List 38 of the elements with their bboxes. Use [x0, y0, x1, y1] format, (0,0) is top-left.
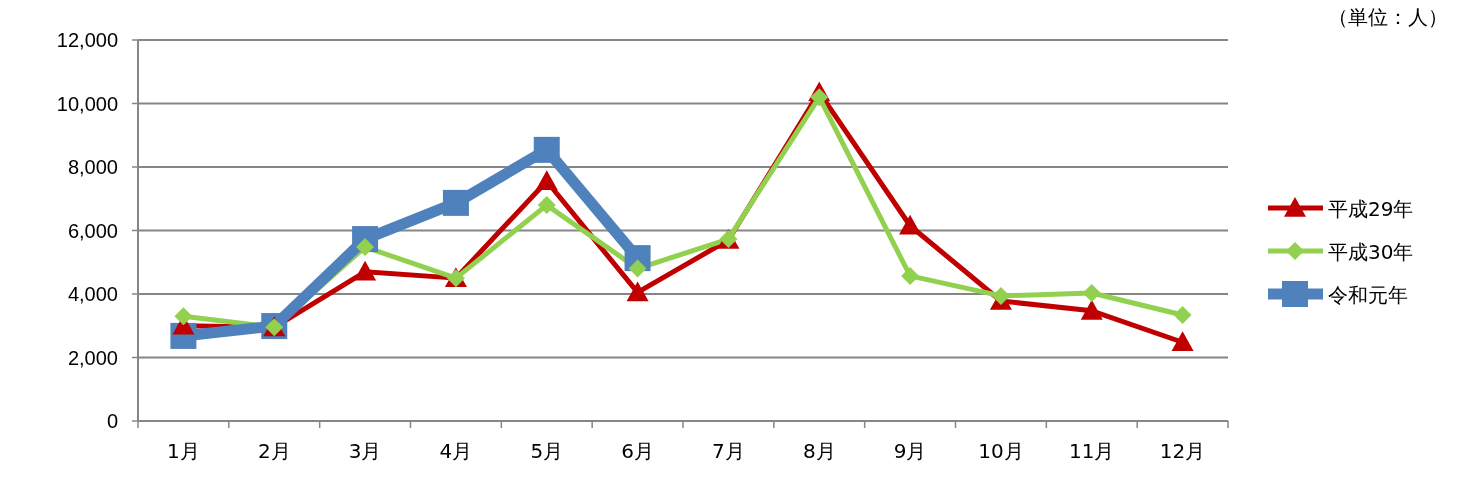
y-tick-label: 12,000 [56, 29, 118, 51]
x-tick-label: 5月 [530, 439, 564, 463]
point [899, 214, 922, 235]
point [628, 259, 647, 278]
x-tick-label: 6月 [621, 439, 654, 463]
x-tick-label: 9月 [893, 439, 927, 463]
point [810, 88, 829, 107]
point [991, 286, 1010, 305]
point [535, 170, 558, 191]
point [354, 260, 377, 281]
y-tick-label: 10,000 [56, 92, 118, 115]
x-tick-label: 11月 [1069, 439, 1115, 463]
y-tick-label: 2,000 [67, 346, 118, 369]
point [533, 136, 560, 163]
x-tick-label: 7月 [712, 439, 745, 463]
legend-label: 平成29年 [1328, 197, 1414, 221]
text: （単位：人） [1328, 5, 1448, 29]
point [537, 196, 556, 215]
x-tick-label: 8月 [802, 439, 836, 463]
x-tick-label: 10月 [978, 439, 1024, 463]
point [1173, 305, 1192, 324]
point [626, 281, 649, 302]
point [901, 266, 920, 285]
y-tick-label: 8,000 [67, 156, 118, 178]
x-tick-label: 4月 [439, 439, 473, 463]
x-tick-label: 1月 [167, 439, 200, 463]
legend-label: 令和元年 [1328, 283, 1408, 307]
x-tick-label: 2月 [257, 439, 291, 463]
point [1171, 331, 1194, 352]
y-tick-label: 6,000 [67, 219, 118, 242]
point [174, 307, 193, 326]
y-tick-label: 0 [106, 410, 118, 432]
x-tick-label: 3月 [348, 439, 382, 463]
point [1080, 299, 1103, 320]
legend-label: 平成30年 [1328, 240, 1414, 264]
y-tick-label: 4,000 [67, 283, 118, 305]
x-tick-label: 12月 [1159, 439, 1206, 463]
point [442, 189, 469, 216]
